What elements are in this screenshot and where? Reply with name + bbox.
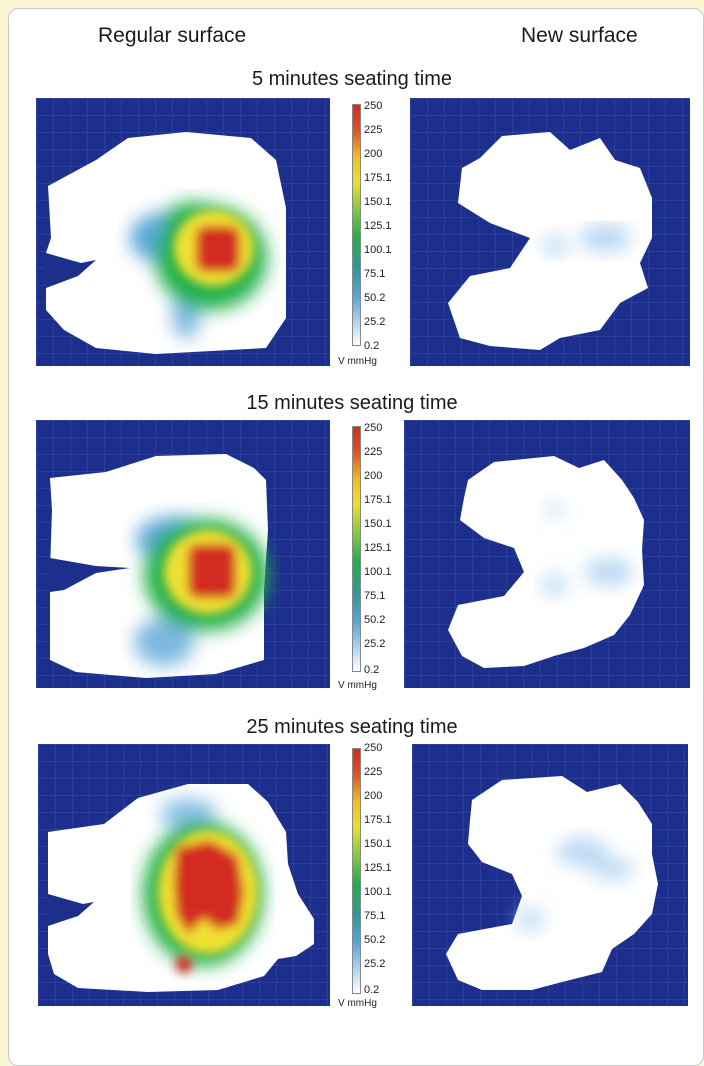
scale-tick: 225 bbox=[364, 766, 383, 778]
scale-tick: 100.1 bbox=[364, 244, 392, 256]
color-scale-bar bbox=[352, 104, 361, 346]
color-scale-5min: 250 225 200 175.1 150.1 125.1 100.1 75.1… bbox=[338, 100, 416, 367]
scale-tick: 50.2 bbox=[364, 614, 386, 626]
scale-tick: 150.1 bbox=[364, 518, 392, 530]
scale-tick: 175.1 bbox=[364, 494, 392, 506]
scale-tick: 225 bbox=[364, 124, 383, 136]
scale-tick: 75.1 bbox=[364, 590, 386, 602]
scale-tick: 250 bbox=[364, 422, 383, 434]
pressure-map-new-5min bbox=[410, 98, 690, 366]
scale-tick: 175.1 bbox=[364, 172, 392, 184]
scale-tick: 100.1 bbox=[364, 886, 392, 898]
row-title-15min: 15 minutes seating time bbox=[246, 392, 458, 414]
scale-tick: 250 bbox=[364, 100, 383, 112]
row-title-5min: 5 minutes seating time bbox=[251, 68, 453, 90]
scale-tick: 50.2 bbox=[364, 292, 386, 304]
scale-tick: 200 bbox=[364, 148, 383, 160]
pressure-map-regular-25min bbox=[38, 744, 330, 1006]
pressure-map-regular-5min bbox=[36, 98, 330, 366]
pressure-map-regular-15min bbox=[36, 420, 330, 688]
scale-tick: 75.1 bbox=[364, 268, 386, 280]
scale-tick: 0.2 bbox=[364, 664, 380, 676]
scale-tick: 125.1 bbox=[364, 220, 392, 232]
scale-tick: 200 bbox=[364, 470, 383, 482]
color-scale-bar bbox=[352, 748, 361, 994]
scale-tick: 175.1 bbox=[364, 814, 392, 826]
scale-tick: 25.2 bbox=[364, 316, 386, 328]
scale-tick: 150.1 bbox=[364, 196, 392, 208]
pressure-map-new-15min bbox=[404, 420, 690, 688]
scale-tick: 0.2 bbox=[364, 984, 380, 996]
scale-unit: V mmHg bbox=[338, 356, 377, 367]
regular-surface-header: Regular surface bbox=[98, 24, 247, 47]
pressure-map-new-25min bbox=[412, 744, 688, 1006]
scale-tick: 25.2 bbox=[364, 638, 386, 650]
scale-tick: 25.2 bbox=[364, 958, 386, 970]
scale-tick: 125.1 bbox=[364, 542, 392, 554]
color-scale-15min: 250 225 200 175.1 150.1 125.1 100.1 75.1… bbox=[338, 422, 416, 692]
scale-tick: 200 bbox=[364, 790, 383, 802]
scale-tick: 125.1 bbox=[364, 862, 392, 874]
scale-tick: 0.2 bbox=[364, 340, 380, 352]
color-scale-bar bbox=[352, 426, 361, 672]
scale-tick: 75.1 bbox=[364, 910, 386, 922]
scale-tick: 150.1 bbox=[364, 838, 392, 850]
scale-tick: 250 bbox=[364, 742, 383, 754]
scale-unit: V mmHg bbox=[338, 998, 377, 1009]
new-surface-header: New surface bbox=[521, 24, 638, 47]
scale-tick: 100.1 bbox=[364, 566, 392, 578]
scale-tick: 225 bbox=[364, 446, 383, 458]
scale-tick: 50.2 bbox=[364, 934, 386, 946]
color-scale-25min: 250 225 200 175.1 150.1 125.1 100.1 75.1… bbox=[338, 742, 416, 1016]
scale-unit: V mmHg bbox=[338, 680, 377, 691]
row-title-25min: 25 minutes seating time bbox=[246, 716, 458, 738]
